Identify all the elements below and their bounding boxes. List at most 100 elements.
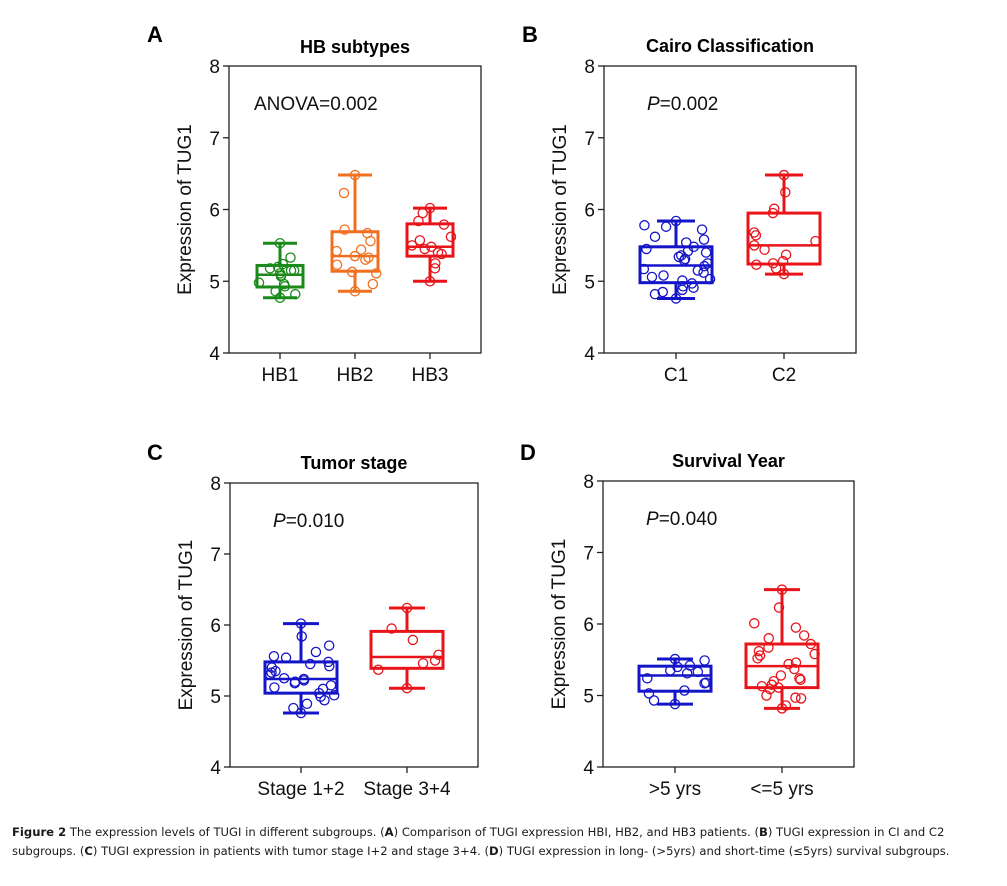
y-axis-label: Expression of TUG1 — [176, 540, 197, 711]
data-point — [670, 293, 682, 304]
data-point — [702, 258, 713, 269]
data-point — [280, 652, 292, 663]
data-point — [365, 235, 376, 247]
data-point — [346, 266, 358, 278]
x-category-label: Stage 3+4 — [363, 779, 451, 800]
data-point — [274, 237, 286, 249]
data-point — [748, 240, 760, 251]
data-point — [749, 618, 760, 629]
data-point — [790, 657, 802, 668]
data-point — [639, 220, 650, 231]
y-tick-label: 4 — [583, 758, 594, 779]
data-point — [370, 268, 382, 279]
data-point — [363, 252, 374, 263]
data-point — [780, 249, 792, 260]
data-point — [401, 602, 413, 614]
data-point — [407, 634, 419, 646]
data-point — [426, 241, 437, 253]
data-point — [436, 248, 447, 260]
data-point — [641, 243, 652, 255]
data-point — [349, 169, 361, 181]
x-category-label: HB1 — [262, 365, 299, 386]
data-point — [660, 221, 672, 232]
y-tick-label: 5 — [584, 272, 595, 293]
data-point — [669, 653, 681, 665]
caption-text: ) Comparison of TUGI expression HBI, HB2… — [393, 825, 759, 839]
stat-annotation-value: =0.002 — [660, 94, 719, 115]
data-point — [279, 281, 291, 292]
caption-panel-ref: D — [489, 844, 499, 858]
x-category-label: Stage 1+2 — [257, 779, 344, 800]
y-axis-label: Expression of TUG1 — [175, 124, 196, 295]
y-tick-label: 6 — [584, 201, 595, 222]
data-point — [794, 673, 805, 684]
data-point — [295, 618, 307, 629]
data-point — [638, 263, 650, 275]
data-point — [761, 690, 772, 701]
data-point — [339, 224, 350, 235]
data-point — [688, 282, 699, 293]
data-point — [324, 660, 335, 672]
data-point — [699, 655, 710, 666]
data-point — [301, 698, 313, 710]
panel-title: Cairo Classification — [646, 36, 814, 56]
data-point — [367, 278, 379, 290]
data-point — [810, 235, 821, 247]
stat-annotation-value: =0.040 — [659, 509, 718, 530]
panel-title: Survival Year — [672, 451, 785, 471]
plot-frame — [229, 482, 479, 768]
stat-annotation-label: P — [646, 509, 659, 530]
data-point — [696, 224, 708, 235]
data-point — [349, 250, 361, 262]
box-series-2 — [330, 169, 382, 297]
data-point — [424, 275, 436, 287]
caption-panel-ref: B — [758, 825, 768, 839]
stat-annotation: P=0.002 — [647, 94, 718, 115]
data-point — [678, 255, 690, 266]
y-tick-label: 8 — [209, 57, 220, 78]
data-point — [266, 667, 277, 678]
box-series-1 — [637, 653, 713, 710]
panel-a: A HB subtypes 4 5 6 7 8 Expression of TUG1 ANOVA… — [147, 22, 482, 386]
data-point — [289, 677, 301, 689]
data-point — [776, 703, 788, 714]
data-point — [643, 688, 655, 699]
data-point — [768, 203, 780, 215]
data-point — [401, 682, 413, 694]
stat-annotation-label: P — [273, 511, 286, 532]
y-tick-label: 7 — [584, 129, 595, 150]
box-series-2 — [746, 169, 822, 280]
data-point — [285, 265, 297, 276]
box-series-2 — [744, 584, 820, 714]
x-category-label: HB2 — [337, 365, 374, 386]
box-iqr — [405, 222, 455, 258]
data-point — [778, 169, 790, 181]
stat-annotation-label: P — [647, 94, 660, 115]
data-point — [692, 666, 704, 678]
data-point — [642, 673, 653, 684]
data-point — [296, 631, 307, 642]
data-point — [649, 231, 661, 243]
data-point — [679, 253, 691, 265]
data-point — [310, 646, 322, 658]
data-point — [790, 622, 802, 633]
data-point — [305, 658, 316, 670]
box-iqr — [263, 660, 339, 695]
data-point — [658, 270, 669, 281]
data-point — [413, 215, 424, 227]
data-point — [319, 695, 330, 706]
data-point — [753, 645, 765, 657]
data-point — [445, 231, 457, 243]
data-point — [438, 219, 450, 230]
y-tick-label: 7 — [209, 129, 220, 150]
y-tick-label: 6 — [209, 201, 220, 222]
data-point — [290, 288, 301, 300]
stat-annotation-label: ANOVA — [254, 94, 319, 115]
data-point — [773, 602, 785, 613]
data-point — [763, 642, 774, 653]
data-point — [268, 650, 280, 662]
data-point — [373, 664, 384, 675]
y-axis-label: Expression of TUG1 — [550, 124, 571, 295]
data-point — [253, 277, 265, 288]
panel-letter: B — [522, 22, 538, 47]
